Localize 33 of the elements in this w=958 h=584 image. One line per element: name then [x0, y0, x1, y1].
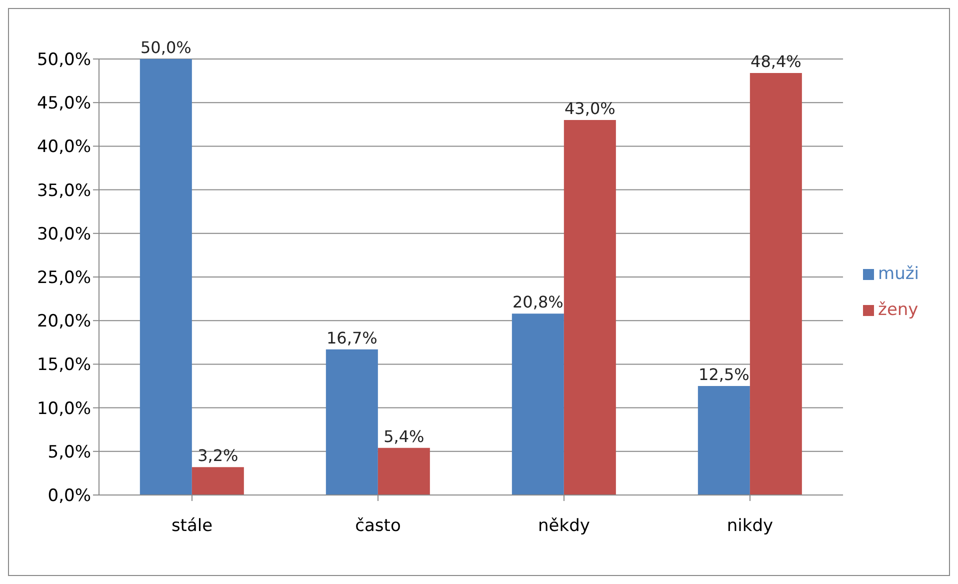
- x-tick-label: někdy: [538, 516, 590, 536]
- data-label: 20,8%: [512, 292, 564, 312]
- bar: [326, 349, 378, 495]
- bar: [750, 72, 802, 495]
- data-label: 5,4%: [384, 426, 424, 446]
- y-tick-label: 10,0%: [36, 398, 91, 419]
- bar: [564, 120, 616, 495]
- data-label: 12,5%: [698, 365, 750, 384]
- legend-label: muži: [878, 264, 919, 284]
- y-tick-label: 50,0%: [36, 50, 91, 70]
- bar: [698, 386, 750, 495]
- bar: [512, 314, 564, 495]
- y-tick-label: 45,0%: [36, 94, 91, 114]
- bar: [140, 59, 192, 495]
- data-label: 43,0%: [564, 99, 616, 118]
- y-tick-label: 35,0%: [36, 180, 91, 201]
- data-label: 48,4%: [750, 52, 802, 71]
- y-tick-label: 40,0%: [36, 137, 91, 158]
- y-tick-label: 0,0%: [48, 486, 91, 506]
- bar: [192, 467, 244, 495]
- data-label: 16,7%: [326, 328, 378, 348]
- x-tick-label: stále: [171, 516, 213, 536]
- legend-label: ženy: [878, 300, 918, 320]
- data-label: 3,2%: [198, 446, 238, 466]
- data-label: 50,0%: [140, 38, 192, 57]
- bar: [378, 448, 430, 495]
- y-tick-label: 30,0%: [36, 224, 91, 244]
- y-tick-label: 25,0%: [36, 268, 91, 288]
- y-tick-label: 20,0%: [36, 312, 91, 332]
- y-tick-label: 5,0%: [48, 442, 91, 462]
- x-tick-label: nikdy: [726, 516, 774, 536]
- y-tick-label: 15,0%: [36, 355, 91, 376]
- x-tick-label: často: [355, 516, 401, 536]
